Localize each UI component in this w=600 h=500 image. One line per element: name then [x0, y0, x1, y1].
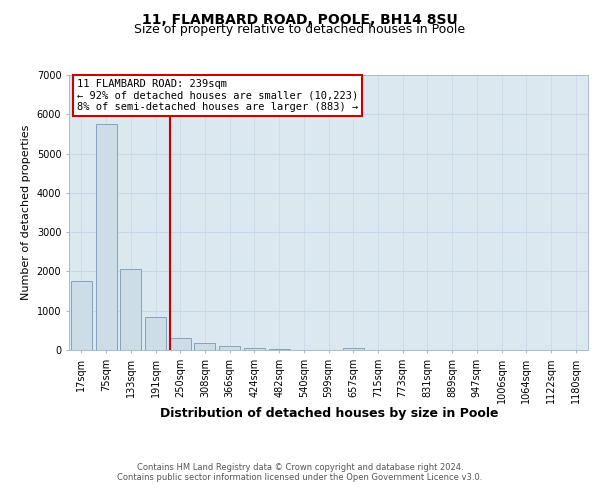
Y-axis label: Number of detached properties: Number of detached properties — [21, 125, 31, 300]
Bar — [244, 348, 265, 350]
Bar — [95, 124, 116, 350]
Text: 11, FLAMBARD ROAD, POOLE, BH14 8SU: 11, FLAMBARD ROAD, POOLE, BH14 8SU — [142, 12, 458, 26]
Text: Size of property relative to detached houses in Poole: Size of property relative to detached ho… — [134, 22, 466, 36]
Bar — [343, 348, 364, 350]
Bar — [145, 316, 166, 350]
Bar — [71, 281, 92, 350]
Text: Contains public sector information licensed under the Open Government Licence v3: Contains public sector information licen… — [118, 472, 482, 482]
Text: Distribution of detached houses by size in Poole: Distribution of detached houses by size … — [160, 408, 498, 420]
Text: 11 FLAMBARD ROAD: 239sqm
← 92% of detached houses are smaller (10,223)
8% of sem: 11 FLAMBARD ROAD: 239sqm ← 92% of detach… — [77, 79, 358, 112]
Bar — [194, 343, 215, 350]
Bar — [219, 346, 240, 350]
Bar — [269, 349, 290, 350]
Bar — [120, 270, 141, 350]
Text: Contains HM Land Registry data © Crown copyright and database right 2024.: Contains HM Land Registry data © Crown c… — [137, 462, 463, 471]
Bar — [170, 338, 191, 350]
